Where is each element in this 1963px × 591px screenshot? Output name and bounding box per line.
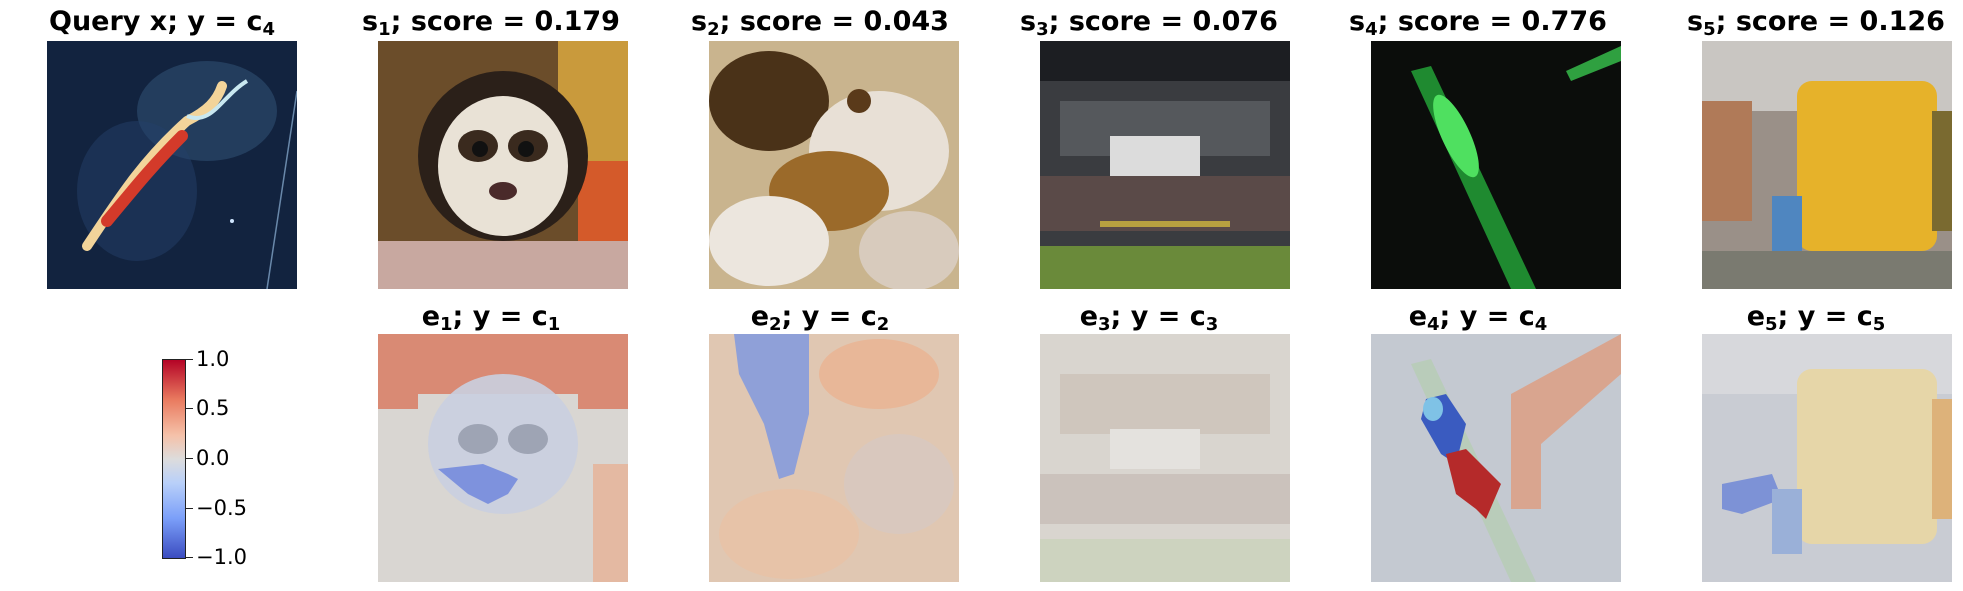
e1-title: e1; y = c1 bbox=[421, 301, 561, 335]
colorbar-label: 0.0 bbox=[196, 446, 230, 470]
s1-image bbox=[378, 41, 628, 289]
s2-image bbox=[709, 41, 959, 289]
colorbar-tick bbox=[185, 508, 193, 509]
s2-title: s2; score = 0.043 bbox=[691, 6, 949, 40]
e4-heatmap bbox=[1371, 334, 1621, 582]
colorbar-tick bbox=[185, 557, 193, 558]
s5-title: s5; score = 0.126 bbox=[1687, 6, 1945, 40]
query-title: Query x; y = c4 bbox=[49, 6, 275, 40]
s4-image bbox=[1371, 41, 1621, 289]
e4-title: e4; y = c4 bbox=[1408, 301, 1548, 335]
e2-heatmap bbox=[709, 334, 959, 582]
colorbar-label: 1.0 bbox=[196, 347, 230, 371]
colorbar bbox=[162, 359, 186, 559]
s4-title: s4; score = 0.776 bbox=[1349, 6, 1607, 40]
e1-heatmap bbox=[378, 334, 628, 582]
e5-heatmap bbox=[1702, 334, 1952, 582]
colorbar-label: 0.5 bbox=[196, 396, 230, 420]
colorbar-tick bbox=[185, 408, 193, 409]
e5-title: e5; y = c5 bbox=[1746, 301, 1886, 335]
query-image bbox=[47, 41, 297, 289]
s3-title: s3; score = 0.076 bbox=[1020, 6, 1278, 40]
e3-title: e3; y = c3 bbox=[1079, 301, 1219, 335]
s1-title: s1; score = 0.179 bbox=[362, 6, 620, 40]
e3-heatmap bbox=[1040, 334, 1290, 582]
colorbar-label: −1.0 bbox=[196, 545, 247, 569]
s3-image bbox=[1040, 41, 1290, 289]
colorbar-tick bbox=[185, 359, 193, 360]
e2-title: e2; y = c2 bbox=[750, 301, 890, 335]
colorbar-label: −0.5 bbox=[196, 496, 247, 520]
s5-image bbox=[1702, 41, 1952, 289]
colorbar-tick bbox=[185, 458, 193, 459]
